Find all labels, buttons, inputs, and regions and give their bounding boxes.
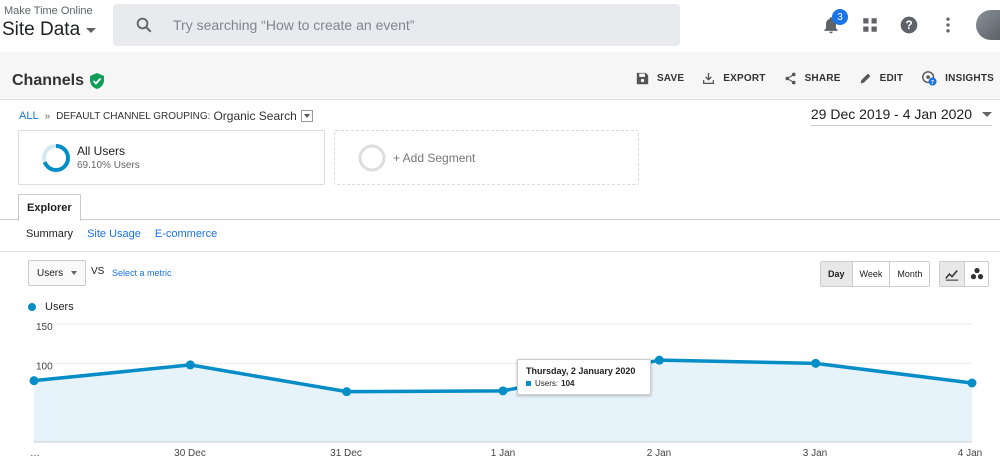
breadcrumb-all-link[interactable]: ALL	[19, 110, 39, 122]
download-icon	[703, 72, 715, 84]
data-point	[654, 355, 664, 365]
account-name: Make Time Online	[4, 5, 93, 17]
export-button[interactable]: EXPORT	[702, 72, 765, 85]
tab-bar: Explorer	[0, 194, 1000, 221]
notification-badge: 3	[832, 9, 848, 25]
more-options-button[interactable]	[936, 13, 960, 37]
help-button[interactable]: ?	[897, 13, 921, 37]
x-tick-label: …	[30, 448, 40, 459]
breadcrumb: ALL » DEFAULT CHANNEL GROUPING: Organic …	[19, 109, 313, 123]
data-point	[29, 376, 39, 386]
period-toggle: Day Week Month	[820, 261, 931, 287]
date-range-picker[interactable]: 29 Dec 2019 - 4 Jan 2020	[810, 106, 992, 126]
search-bar[interactable]: Try searching “How to create an event”	[113, 4, 680, 46]
search-icon	[136, 17, 152, 33]
data-point	[185, 360, 195, 370]
property-name: Site Data	[2, 19, 81, 40]
save-button[interactable]: SAVE	[636, 72, 684, 85]
tooltip-label: Users:	[535, 379, 559, 388]
x-tick-label: 3 Jan	[803, 448, 827, 459]
x-tick-label: 1 Jan	[491, 448, 515, 459]
search-placeholder: Try searching “How to create an event”	[173, 17, 415, 33]
subtab-bar: Summary Site Usage E-commerce	[26, 228, 231, 240]
motion-chart-button[interactable]	[964, 262, 988, 286]
select-metric-link[interactable]: Select a metric	[112, 268, 172, 278]
segment-percentage: 69.10% Users	[77, 160, 140, 171]
property-selector[interactable]: Site Data	[2, 19, 97, 41]
metric-selector[interactable]: Users	[28, 260, 86, 286]
pencil-icon	[860, 73, 870, 83]
subtab-site-usage[interactable]: Site Usage	[87, 228, 141, 240]
breadcrumb-dropdown[interactable]	[300, 110, 313, 122]
subtab-summary[interactable]: Summary	[26, 228, 74, 240]
segment-ring-icon	[42, 143, 70, 172]
svg-text:7: 7	[931, 80, 934, 86]
chart-legend: Users	[28, 301, 74, 313]
series-area	[34, 360, 972, 442]
x-tick-label: 4 Jan	[958, 448, 982, 459]
divider	[0, 251, 1000, 252]
x-tick-label: 2 Jan	[647, 448, 671, 459]
top-bar: Make Time Online Site Data Try searching…	[0, 0, 1000, 52]
notifications-button[interactable]: 3	[819, 9, 848, 37]
chevron-down-icon	[86, 27, 97, 33]
vs-label: VS	[91, 266, 105, 277]
x-tick-label: 30 Dec	[174, 448, 206, 459]
tooltip-value: 104	[561, 379, 575, 388]
chart-type-toggle	[939, 261, 989, 287]
segment-name: All Users	[77, 144, 126, 158]
insights-icon: 7	[922, 71, 937, 86]
save-icon	[636, 72, 649, 84]
share-icon	[785, 72, 796, 84]
legend-dot	[28, 303, 36, 311]
report-header: Channels SAVE EXPORT SHARE EDIT 7 INSIGH…	[0, 52, 1000, 100]
segment-all-users[interactable]: All Users 69.10% Users	[18, 130, 325, 185]
help-icon: ?	[900, 16, 918, 34]
breadcrumb-separator: »	[44, 110, 51, 122]
chevron-down-icon	[71, 271, 78, 275]
legend-label: Users	[45, 301, 74, 313]
period-day-button[interactable]: Day	[821, 262, 852, 286]
apps-grid-icon	[863, 18, 877, 32]
verified-shield-icon	[90, 73, 105, 89]
date-range-label: 29 Dec 2019 - 4 Jan 2020	[810, 106, 972, 122]
breadcrumb-grouping: DEFAULT CHANNEL GROUPING:	[56, 110, 211, 122]
apps-button[interactable]	[858, 13, 882, 37]
subtab-ecommerce[interactable]: E-commerce	[154, 228, 218, 240]
tooltip-swatch	[526, 381, 531, 386]
avatar[interactable]	[976, 10, 1000, 40]
data-point	[967, 378, 977, 388]
period-week-button[interactable]: Week	[851, 262, 890, 286]
add-segment-button[interactable]: + Add Segment	[334, 130, 639, 185]
tooltip-title: Thursday, 2 January 2020	[526, 366, 636, 376]
period-month-button[interactable]: Month	[889, 262, 930, 286]
data-point	[342, 387, 352, 397]
data-point	[498, 386, 508, 396]
line-chart-icon	[945, 269, 959, 281]
breadcrumb-value: Organic Search	[213, 109, 297, 123]
empty-ring-icon	[358, 144, 386, 171]
more-vert-icon	[946, 17, 950, 33]
y-tick-label: 150	[36, 322, 53, 333]
tab-explorer[interactable]: Explorer	[18, 194, 81, 221]
share-button[interactable]: SHARE	[784, 72, 841, 85]
page-title: Channels	[12, 72, 85, 89]
bubble-chart-icon	[970, 267, 983, 280]
edit-button[interactable]: EDIT	[859, 72, 904, 85]
x-tick-label: 31 Dec	[330, 448, 362, 459]
data-point	[811, 358, 821, 368]
chevron-down-icon	[982, 111, 992, 117]
svg-text:?: ?	[905, 19, 912, 32]
metric-selector-label: Users	[37, 267, 64, 279]
chart-tooltip: Thursday, 2 January 2020 Users: 104	[517, 359, 651, 395]
add-segment-label: + Add Segment	[393, 150, 476, 165]
line-chart-button[interactable]	[940, 262, 964, 286]
y-tick-label: 100	[36, 361, 53, 372]
insights-button[interactable]: 7 INSIGHTS	[921, 70, 994, 86]
